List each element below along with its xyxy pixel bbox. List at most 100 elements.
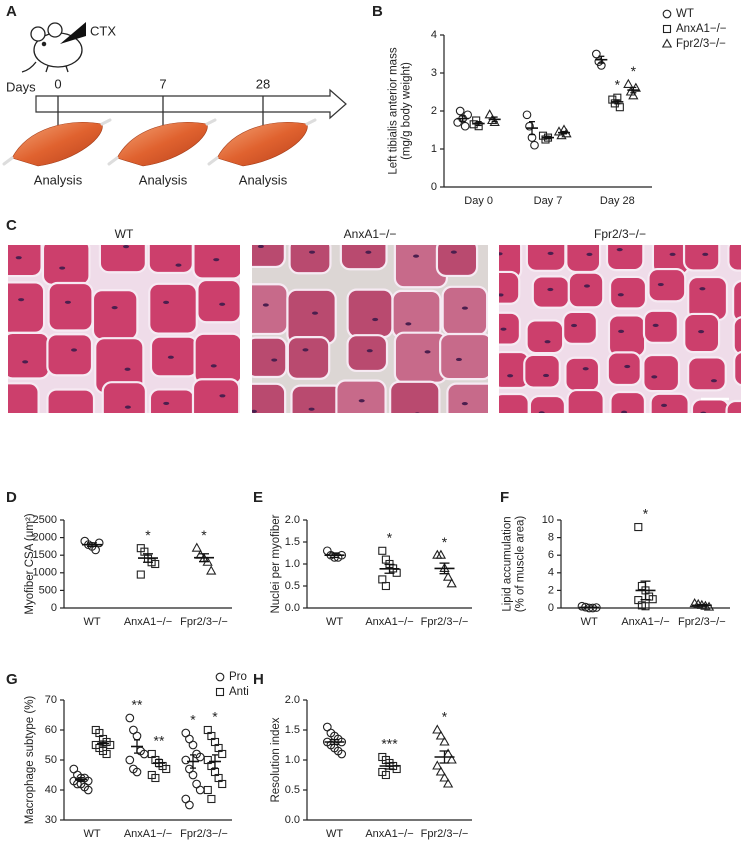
y-tick-label: 2500 [33, 514, 57, 526]
point [435, 549, 447, 559]
myofiber [8, 245, 43, 278]
x-tick-label: AnxA1−/− [124, 828, 172, 840]
myofiber [642, 309, 679, 344]
panel-label: H [253, 671, 264, 688]
nucleus [507, 374, 514, 378]
caption: Analysis [139, 172, 188, 187]
myofiber [649, 392, 690, 413]
myofiber [389, 380, 441, 413]
point [125, 755, 135, 765]
significance: * [201, 527, 207, 543]
nucleus [15, 256, 22, 260]
myofiber [91, 289, 139, 341]
nucleus [309, 250, 316, 254]
myofiber [193, 332, 240, 386]
myofiber [446, 382, 488, 413]
myofiber [642, 353, 681, 393]
point [623, 78, 634, 88]
myofiber [525, 319, 565, 355]
significance: *** [381, 736, 398, 752]
muscle-tendon [2, 118, 112, 166]
nucleus [219, 394, 226, 398]
myofiber [682, 245, 721, 272]
myofiber [647, 267, 687, 303]
nucleus [461, 306, 468, 310]
image-title: AnxA1−/− [344, 227, 397, 241]
nucleus [257, 245, 264, 249]
myofiber [252, 382, 287, 413]
nucleus [651, 375, 658, 379]
myofiber [435, 245, 479, 278]
myofiber [727, 245, 741, 272]
significance: * [212, 709, 218, 725]
point [218, 779, 227, 789]
myofiber [148, 388, 196, 413]
point [463, 110, 473, 120]
myofiber [286, 336, 331, 380]
nucleus [111, 306, 118, 310]
y-tick-label: 500 [39, 584, 57, 596]
myofiber [733, 350, 741, 387]
nucleus [414, 412, 420, 413]
significance: ** [132, 697, 143, 713]
y-tick-label: 0.5 [285, 784, 300, 796]
point [439, 772, 450, 782]
nucleus [210, 364, 217, 368]
x-tick-label: Day 28 [600, 195, 635, 207]
significance: ** [154, 733, 165, 749]
point [525, 121, 534, 131]
point [432, 760, 443, 770]
point [181, 755, 191, 765]
x-tick-label: Fpr2/3−/− [421, 616, 469, 628]
point [446, 578, 457, 588]
myofiber [732, 279, 741, 323]
point [435, 766, 447, 776]
chart: 0 1 2 3 4 Left tibialis anterior mass (mg/g bo… [388, 8, 727, 207]
x-tick-label: AnxA1−/− [365, 828, 413, 840]
significance: * [190, 712, 196, 728]
significance: * [631, 63, 637, 79]
y-tick-label: 0.0 [285, 602, 300, 614]
panel-label: A [6, 3, 17, 20]
point [628, 90, 639, 100]
myofiber [8, 382, 40, 413]
nucleus [503, 414, 509, 417]
myofiber [608, 275, 648, 310]
nucleus [500, 327, 507, 331]
myofiber [531, 275, 571, 309]
nucleus [657, 282, 664, 287]
myofiber [46, 333, 94, 377]
y-tick-label: 0.5 [285, 580, 300, 592]
myofiber [147, 245, 194, 275]
nucleus [450, 250, 457, 254]
y-axis-label: Myofiber CSA (μm²) [24, 513, 36, 614]
myofiber [98, 245, 147, 274]
point [381, 770, 390, 780]
nucleus [163, 300, 170, 304]
image-title: Fpr2/3−/− [594, 227, 646, 241]
myofiber [346, 334, 389, 373]
tissue-image [499, 245, 741, 417]
myofiber [607, 314, 647, 358]
myofiber [41, 245, 91, 286]
panel-label: C [6, 217, 17, 234]
nucleus [71, 348, 78, 352]
point [591, 49, 601, 59]
nucleus [167, 355, 174, 359]
caption: Analysis [34, 172, 83, 187]
muscle [11, 122, 103, 167]
myofiber [393, 331, 448, 384]
nucleus [5, 414, 11, 417]
panel-label: E [253, 489, 263, 506]
nucleus [499, 293, 504, 297]
myofiber [732, 316, 741, 356]
panel-label: F [500, 489, 509, 506]
myofiber [391, 289, 442, 340]
nucleus [219, 302, 226, 306]
significance: * [643, 506, 649, 522]
muscle [216, 122, 308, 167]
point [106, 740, 115, 750]
myofiber [335, 379, 387, 413]
axis-label: Days [6, 79, 36, 94]
